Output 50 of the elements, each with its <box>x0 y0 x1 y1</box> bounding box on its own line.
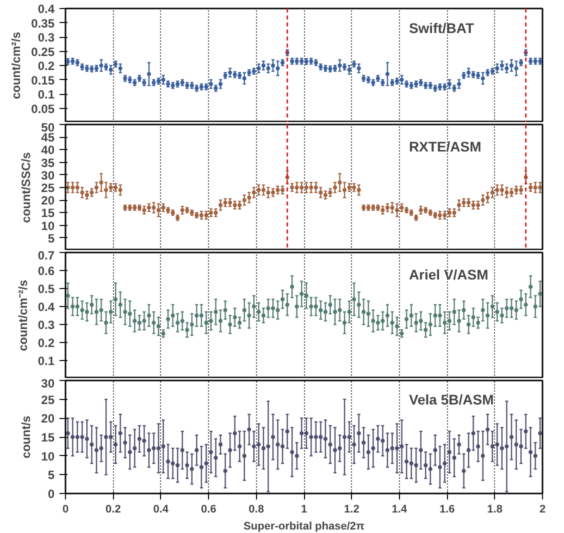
y-tick-label: 0.2 <box>38 336 55 350</box>
y-tick-label: 5 <box>48 468 55 482</box>
x-tick-label: 1.8 <box>487 504 502 516</box>
y-axis-title: count/SSC/s <box>19 152 34 223</box>
x-tick-label: 0 <box>62 504 69 516</box>
y-tick-label: 5 <box>48 231 55 246</box>
y-tick-label: 15 <box>41 206 55 220</box>
x-tick-label: 0.4 <box>153 504 170 516</box>
text: RXTE/ASM <box>408 138 482 155</box>
y-tick-label: 0.4 <box>38 2 55 16</box>
text: Swift/BAT <box>408 20 474 36</box>
y-tick-label: 15 <box>41 430 55 444</box>
y-tick-label: 35 <box>41 156 55 170</box>
y-tick-label: 30 <box>41 376 55 390</box>
x-tick-label: 1.4 <box>392 504 408 516</box>
y-tick-label: 0.1 <box>38 354 55 368</box>
y-tick-label: 0.5 <box>38 282 55 296</box>
x-tick-label: 0.2 <box>106 504 121 516</box>
x-tick-label: 1.6 <box>439 504 455 516</box>
y-tick-label: 0.25 <box>31 44 55 59</box>
x-tick-label: 0.6 <box>200 504 216 516</box>
y-tick-label: 20 <box>41 412 55 426</box>
y-axis-title: count/cm⁻²/s <box>16 280 30 352</box>
y-tick-label: 0.3 <box>38 318 55 332</box>
y-tick-label: 0.2 <box>38 59 55 73</box>
y-tick-label: 0.6 <box>38 264 55 278</box>
y-tick-label: 10 <box>41 218 55 233</box>
x-tick-label: 2 <box>539 504 546 516</box>
x-tick-label: 1 <box>300 504 308 516</box>
y-tick-label: 40 <box>41 143 55 158</box>
y-tick-label: 0.3 <box>38 30 55 44</box>
y-tick-label: 25 <box>41 181 55 195</box>
text: Vela 5B/ASM <box>408 392 494 408</box>
y-tick-label: 20 <box>41 194 55 208</box>
text: Ariel V/ASM <box>408 266 488 283</box>
y-tick-label: 0.15 <box>31 73 55 88</box>
x-axis-title: Super-orbital phase/2π <box>244 520 366 532</box>
y-tick-label: 0.4 <box>38 300 55 314</box>
x-tick-label: 1.2 <box>344 504 360 516</box>
y-tick-label: 10 <box>41 449 55 464</box>
y-tick-label: 25 <box>41 392 55 407</box>
y-tick-label: 0.7 <box>38 248 55 262</box>
x-tick-label: 0.8 <box>248 504 264 516</box>
y-axis-title: count/cm²/s <box>9 32 24 100</box>
y-tick-label: 30 <box>41 168 55 182</box>
y-tick-label: 0.05 <box>31 102 55 116</box>
y-tick-label: 0.35 <box>31 16 55 30</box>
y-axis-title: count/s <box>19 415 34 458</box>
y-tick-label: 0 <box>48 487 55 501</box>
y-tick-label: 0.1 <box>38 88 55 102</box>
